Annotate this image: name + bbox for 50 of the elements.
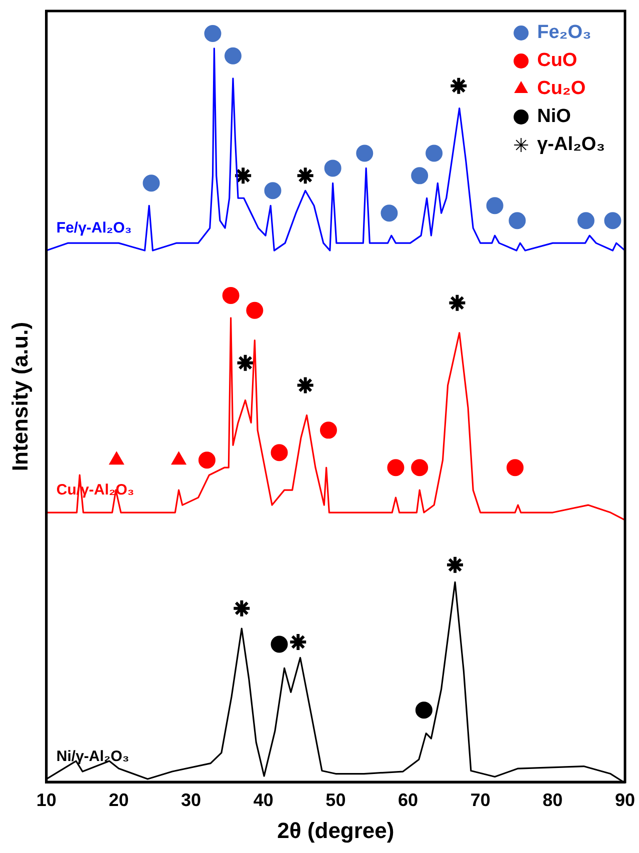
point	[387, 459, 404, 476]
point	[264, 182, 282, 200]
point	[270, 444, 288, 462]
point	[577, 212, 594, 230]
point	[426, 144, 443, 162]
point	[448, 293, 467, 312]
point	[288, 632, 308, 652]
point	[296, 166, 315, 186]
point	[415, 702, 432, 719]
point	[246, 302, 264, 319]
legend-label: NiO	[537, 106, 571, 128]
point	[232, 598, 252, 618]
legend-label: Cu₂O	[537, 78, 586, 100]
x-tick-label: 20	[108, 790, 129, 810]
point	[198, 452, 216, 469]
point	[222, 286, 240, 304]
point	[236, 353, 255, 372]
point	[324, 160, 342, 177]
point	[380, 204, 398, 222]
x-tick-label: 70	[470, 790, 490, 810]
x-tick-label: 50	[326, 790, 346, 810]
point	[320, 422, 337, 439]
point	[508, 212, 526, 230]
point	[356, 144, 374, 162]
x-axis-title: 2θ (degree)	[277, 818, 394, 843]
point	[224, 47, 242, 64]
point	[604, 212, 622, 230]
point	[142, 174, 160, 192]
legend-label: CuO	[537, 50, 578, 72]
legend-label: Fe₂O₃	[537, 22, 592, 44]
point	[506, 459, 524, 476]
x-tick-label: 80	[542, 790, 563, 810]
x-tick-label: 60	[398, 790, 418, 810]
point	[234, 166, 253, 186]
x-tick-label: 10	[36, 790, 56, 810]
legend-label: γ-Al₂O₃	[537, 134, 606, 156]
series-label: Ni/γ-Al₂O₃	[56, 748, 130, 766]
x-tick-label: 90	[614, 790, 636, 810]
point	[486, 197, 504, 214]
point	[296, 376, 315, 395]
point	[411, 459, 428, 476]
point	[270, 636, 288, 653]
series-label: Fe/γ-Al₂O₃	[56, 220, 132, 237]
point	[204, 24, 222, 42]
point	[449, 76, 468, 96]
point	[411, 167, 428, 184]
x-tick-label: 40	[253, 790, 274, 810]
point	[446, 555, 465, 574]
y-axis-title: Intensity (a.u.)	[7, 322, 32, 472]
x-tick-label: 30	[181, 790, 202, 810]
